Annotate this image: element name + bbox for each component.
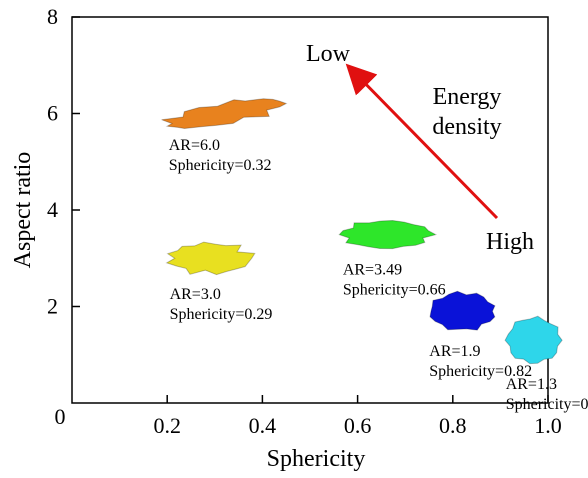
particle-shape	[165, 241, 256, 276]
point-annotation-line: AR=3.0	[170, 286, 221, 303]
particle-shape	[429, 290, 496, 331]
x-tick-label: 0.2	[153, 413, 181, 438]
y-tick-label: 4	[47, 197, 58, 222]
arrow-high-label: High	[486, 229, 534, 255]
x-tick-label: 1.0	[534, 413, 562, 438]
arrow-title-line2: density	[432, 114, 501, 140]
y-tick-label: 6	[47, 101, 58, 126]
point-annotation-line: Sphericity=0.66	[343, 281, 446, 298]
y-axis-title: Aspect ratio	[10, 152, 36, 269]
x-tick-label: 0.4	[249, 413, 277, 438]
particle-shape	[338, 219, 438, 250]
energy-density-arrow	[345, 63, 499, 220]
origin-label: 0	[55, 404, 66, 429]
particle-shape	[504, 315, 563, 365]
x-tick-label: 0.6	[344, 413, 372, 438]
x-tick-label: 0.8	[439, 413, 467, 438]
point-annotation-line: AR=1.9	[429, 343, 480, 360]
point-annotation-line: Sphericity=0.29	[170, 306, 273, 323]
arrow-low-label: Low	[306, 41, 351, 67]
y-tick-label: 2	[47, 294, 58, 319]
arrow-title-line1: Energy	[433, 84, 502, 110]
point-annotation-line: Sphericity=0.82	[429, 363, 532, 380]
point-annotation-line: AR=3.49	[343, 261, 402, 278]
particle-shape	[161, 98, 288, 130]
y-tick-label: 8	[47, 4, 58, 29]
point-annotation-line: AR=1.3	[506, 376, 557, 393]
point-annotations: AR=6.0 Sphericity=0.32 AR=3.0 Sphericity=0.…	[169, 137, 588, 413]
point-annotation-line: Sphericity=0.97	[506, 396, 588, 413]
point-annotation-line: Sphericity=0.32	[169, 157, 272, 174]
ticks: 0.2 0.4 0.6 0.8 1.0 2 4 6 8	[47, 4, 562, 438]
particles	[161, 98, 563, 365]
x-axis-title: Sphericity	[267, 446, 366, 472]
point-annotation-line: AR=6.0	[169, 137, 220, 154]
